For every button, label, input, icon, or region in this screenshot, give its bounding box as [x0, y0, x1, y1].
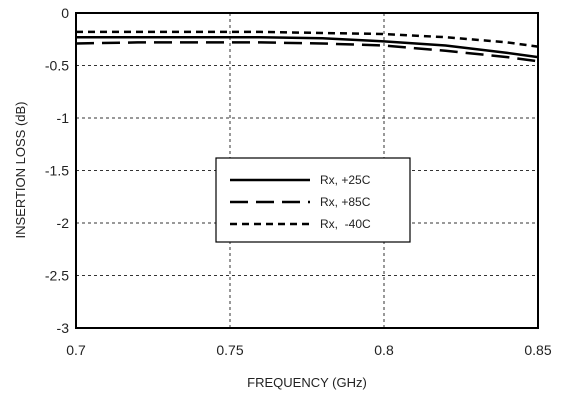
legend-label-2: Rx, -40C	[320, 217, 371, 231]
tick-labels: 0.7 0.75 0.8 0.85 0 -0.5 -1 -1.5 -2 -2.5 -3	[45, 5, 552, 358]
legend: Rx, +25C Rx, +85C Rx, -40C	[215, 157, 411, 243]
x-tick-label: 0.8	[374, 342, 394, 358]
plot-frame	[75, 12, 539, 329]
x-tick-label: 0.85	[524, 342, 551, 358]
x-tick-label: 0.7	[66, 342, 86, 358]
y-tick-label: -3	[57, 320, 70, 336]
legend-label-0: Rx, +25C	[320, 173, 371, 187]
x-tick-label: 0.75	[216, 342, 243, 358]
y-tick-label: -0.5	[45, 58, 69, 74]
legend-label-1: Rx, +85C	[320, 195, 371, 209]
legend-box	[215, 157, 411, 243]
y-tick-label: -2	[57, 215, 70, 231]
series-line-2	[76, 30, 539, 48]
x-axis-title: FREQUENCY (GHz)	[247, 375, 367, 390]
y-axis-title: INSERTION LOSS (dB)	[13, 101, 28, 238]
y-tick-label: -1	[57, 110, 70, 126]
series-lines	[75, 30, 539, 63]
y-tick-label: -1.5	[45, 163, 69, 179]
y-tick-label: 0	[61, 5, 69, 21]
series-line-1	[75, 41, 539, 63]
series-line-0	[76, 35, 539, 59]
y-tick-label: -2.5	[45, 268, 69, 284]
